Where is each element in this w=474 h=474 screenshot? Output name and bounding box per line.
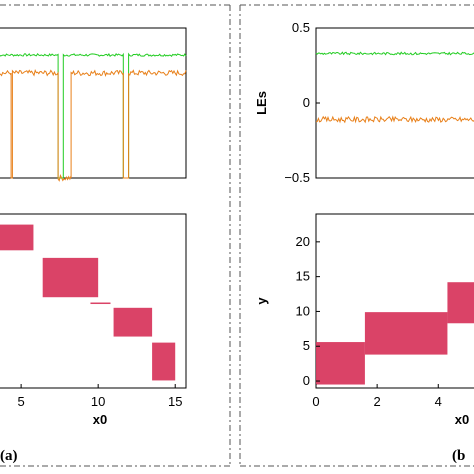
panel-dividers — [0, 4, 474, 467]
scatter-band — [42, 257, 99, 298]
y-tick-label: 20 — [296, 234, 310, 249]
series-line-orange — [0, 68, 187, 182]
y-tick-label: 0 — [303, 373, 310, 388]
x-axis-label: x0 — [93, 412, 107, 427]
series-line-green — [0, 52, 187, 179]
x-axis-label: x0 — [455, 412, 469, 427]
axes-frame — [0, 27, 187, 179]
scatter-band — [447, 282, 474, 324]
x-tick-label: 4 — [435, 394, 442, 409]
x-tick-label: 10 — [91, 394, 105, 409]
panel-b-bottom-plot: 0 2 4 0 5 10 15 20 x0 y — [254, 213, 474, 427]
scatter-band — [364, 312, 448, 355]
panel-b-top-plot: 0.5 0 −0.5 LEs — [254, 20, 474, 185]
panel-label-a: (a) — [0, 448, 18, 464]
series-line-orange — [315, 115, 474, 124]
series-line-green — [315, 51, 474, 56]
y-tick-label: 15 — [296, 269, 310, 284]
axes-frame — [315, 27, 474, 179]
x-tick-label: 15 — [168, 394, 182, 409]
scatter-band — [152, 342, 176, 381]
panel-label-b: (b — [452, 448, 465, 464]
scatter-band — [113, 307, 153, 337]
y-axis-label: y — [254, 297, 269, 305]
panel-a-top-plot — [0, 27, 187, 182]
panel-a-bottom-plot: 5 10 15 x0 — [0, 213, 187, 427]
scatter-band — [0, 224, 34, 251]
x-tick-label: 2 — [374, 394, 381, 409]
axes-frame — [315, 213, 474, 389]
y-tick-label: −0.5 — [284, 170, 310, 185]
scatter-band — [90, 302, 111, 305]
x-tick-label: 5 — [17, 394, 24, 409]
axes-frame — [0, 213, 187, 389]
y-tick-label: 0 — [303, 95, 310, 110]
y-tick-label: 0.5 — [292, 20, 310, 35]
scatter-band — [316, 342, 365, 385]
y-tick-label: 10 — [296, 303, 310, 318]
y-tick-label: 5 — [303, 338, 310, 353]
x-tick-label: 0 — [312, 394, 319, 409]
y-axis-label: LEs — [254, 91, 269, 115]
